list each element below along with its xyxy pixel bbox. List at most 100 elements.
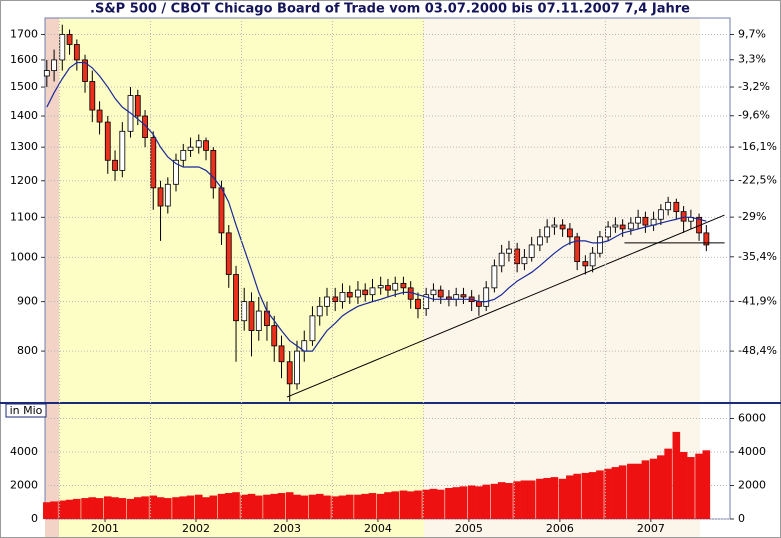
volume-bar (65, 499, 74, 519)
volume-bar (627, 463, 635, 519)
candle-body (180, 150, 187, 161)
candle-body (59, 34, 66, 61)
volume-bar (664, 448, 672, 519)
candle-body (460, 294, 467, 298)
volume-bar (649, 458, 658, 519)
volume-bar (73, 498, 81, 519)
volume-bar (247, 493, 256, 519)
candle-body (203, 140, 209, 151)
volume-bar (58, 500, 67, 519)
candle-body (483, 287, 490, 307)
candle-body (476, 301, 482, 307)
volume-bar (588, 472, 597, 519)
candle-body (551, 224, 558, 228)
candle-body (673, 201, 680, 213)
candle-body (316, 305, 323, 317)
volume-bar (384, 492, 392, 519)
volume-bar (361, 493, 370, 519)
moving-average (46, 61, 707, 352)
volume-bar (634, 463, 642, 519)
candle-body (680, 211, 687, 222)
volume-bar (331, 496, 339, 519)
y-tick-label: 1700 (10, 27, 38, 40)
volume-bar (376, 493, 385, 519)
y-tick-label: 4000 (10, 445, 38, 458)
candle-body (362, 289, 369, 296)
y-tick-label: 0 (31, 512, 38, 525)
candle-body (286, 361, 293, 385)
volume-bar (490, 483, 499, 519)
volume-bar (527, 480, 536, 519)
y2-tick-label: -41,9% (738, 294, 777, 307)
volume-bar (103, 496, 112, 519)
candle-body (173, 159, 179, 185)
candle-body (157, 187, 164, 207)
candle-body (112, 159, 118, 171)
candle-body (597, 236, 603, 254)
background (45, 18, 700, 537)
candle-body (142, 115, 148, 138)
shade-2000 (45, 18, 59, 537)
volume-bar (505, 482, 513, 519)
candle-body (82, 59, 88, 82)
candle-body (605, 226, 612, 238)
candle-body (453, 294, 460, 300)
candle-body (437, 289, 444, 298)
candle-body (415, 298, 421, 310)
volume-bar (596, 470, 604, 519)
candle-body (43, 70, 50, 77)
y2-tick-label: -16,1% (738, 140, 777, 153)
candle-body (309, 315, 316, 342)
volume-bar (452, 487, 460, 519)
volume-bar (232, 492, 240, 519)
volume-bar (429, 488, 438, 519)
candle-body (559, 224, 566, 230)
volume-bar (202, 497, 210, 519)
volume-bar (224, 493, 233, 519)
y2-tick-label: 2000 (738, 478, 766, 491)
volume-bar (81, 498, 89, 519)
y2-tick-label: -22,5% (738, 173, 777, 186)
candle-body (134, 95, 141, 117)
candle-body (430, 289, 437, 296)
trend-line (286, 214, 725, 398)
y2-tick-label: -48,4% (738, 344, 777, 357)
volume-bar (285, 492, 294, 519)
volume-bar (209, 495, 218, 519)
volume-bar (345, 494, 354, 519)
volume-bar (50, 501, 58, 519)
volume-bar (679, 451, 688, 519)
volume-bar (111, 497, 119, 519)
volume-bar (338, 495, 347, 519)
y2-tick-label: -29% (738, 210, 766, 223)
candle-body (271, 325, 278, 347)
shade-2005-2007 (424, 18, 700, 537)
x-tick-label: 2004 (364, 522, 392, 535)
candle-body (294, 350, 300, 385)
volume-bar (672, 431, 681, 519)
volume-bar (536, 478, 544, 519)
volume-bar (414, 490, 422, 519)
volume-bar (573, 473, 581, 519)
volume-bar (657, 455, 665, 519)
volume-bar (391, 491, 400, 519)
volume-bar (118, 498, 127, 519)
candle-body (164, 183, 171, 207)
candle-body (703, 232, 710, 246)
y-tick-label: 1300 (10, 140, 38, 153)
chart-title: .S&P 500 / CBOT Chicago Board of Trade v… (90, 2, 690, 17)
candle-body (96, 109, 103, 123)
volume-bar (186, 495, 195, 519)
volume-bar (459, 486, 468, 519)
volume-bar (315, 493, 324, 519)
candle-body (582, 261, 589, 267)
candle-body (339, 291, 346, 303)
volume-bar (240, 494, 249, 519)
volume-bar (217, 493, 226, 519)
candle-body (195, 140, 202, 148)
volume-bar (270, 493, 279, 519)
volume-bar (558, 478, 567, 519)
candle-body (521, 256, 528, 265)
candle-body (355, 289, 361, 298)
